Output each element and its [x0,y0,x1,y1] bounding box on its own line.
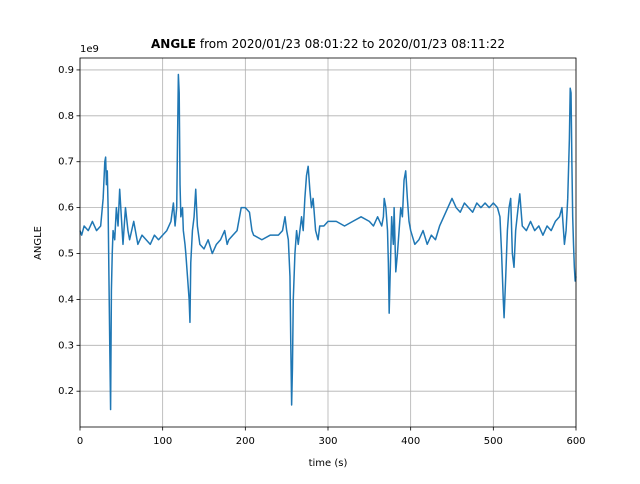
title-rest: from 2020/01/23 08:01:22 to 2020/01/23 0… [200,37,505,51]
y-tick-label: 0.3 [58,340,74,351]
x-tick-label: 200 [236,436,255,447]
plot-frame [79,57,577,428]
y-tick-label: 0.9 [58,65,74,76]
y-tick-label: 0.6 [58,203,74,214]
y-tick-label: 0.8 [58,111,74,122]
data-line [79,73,577,411]
y-tick-label: 0.5 [58,249,74,260]
x-tick-label: 400 [401,436,420,447]
y-tick-label: 0.4 [58,294,74,305]
x-axis-label: time (s) [309,458,348,469]
x-tick-label: 100 [153,436,172,447]
chart-title: ANGLE from 2020/01/23 08:01:22 to 2020/0… [151,37,505,51]
y-tick-label: 0.7 [58,157,74,168]
x-tick-label: 600 [566,436,585,447]
y-offset-label: 1e9 [80,44,99,55]
x-tick-label: 500 [484,436,503,447]
y-axis-label: ANGLE [33,226,44,260]
x-tick-label: 300 [318,436,337,447]
title-bold: ANGLE [151,37,196,51]
y-tick-label: 0.2 [58,386,74,397]
x-tick-label: 0 [77,436,83,447]
